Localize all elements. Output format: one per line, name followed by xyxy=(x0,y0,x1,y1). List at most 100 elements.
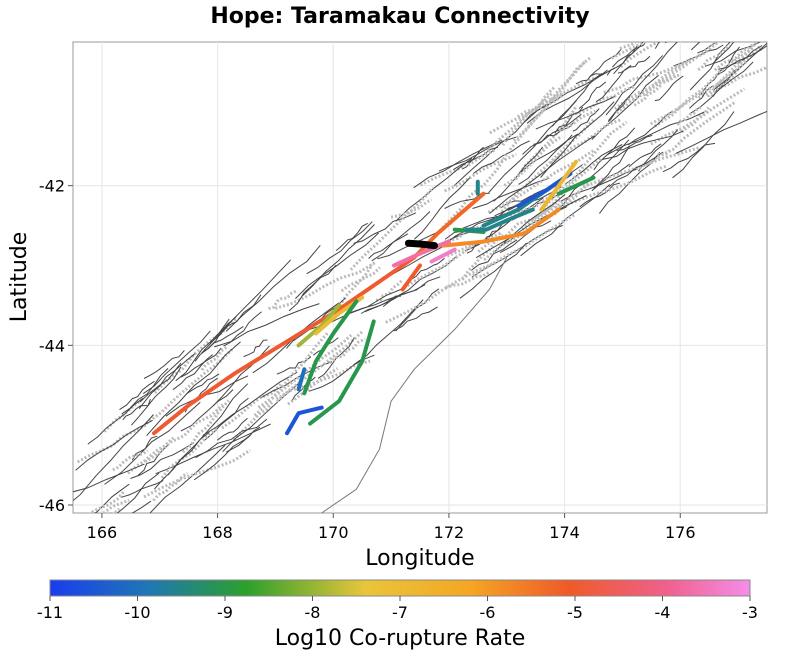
background-fault xyxy=(603,58,691,94)
background-fault xyxy=(664,42,668,44)
background-fault xyxy=(453,103,548,186)
background-fault xyxy=(232,401,274,442)
background-fault xyxy=(540,101,615,178)
background-fault-network xyxy=(52,0,800,541)
x-axis-ticks: 166 168 170 172 174 176 xyxy=(87,513,696,542)
background-fault xyxy=(203,259,292,352)
background-fault xyxy=(121,368,169,415)
background-fault xyxy=(593,145,631,189)
background-fault xyxy=(390,198,433,219)
background-fault xyxy=(119,380,155,411)
background-fault xyxy=(713,42,735,64)
background-fault xyxy=(202,371,298,436)
background-fault xyxy=(186,373,220,395)
background-fault xyxy=(467,92,553,167)
colorbar-label: Log10 Co-rupture Rate xyxy=(275,626,526,651)
connected-fault-7 xyxy=(392,239,451,268)
connected-fault-5 xyxy=(556,175,596,196)
background-fault xyxy=(628,143,662,168)
source-fault-trace xyxy=(404,239,438,250)
background-fault xyxy=(349,186,435,271)
background-fault xyxy=(181,399,230,454)
background-fault xyxy=(274,261,377,310)
background-fault xyxy=(288,264,337,312)
background-fault xyxy=(613,42,644,75)
background-fault xyxy=(175,318,230,382)
background-fault xyxy=(103,400,141,433)
background-fault xyxy=(142,330,211,395)
colorbar-tick-label: -6 xyxy=(480,603,496,622)
background-fault xyxy=(87,397,144,445)
background-fault xyxy=(112,507,121,513)
background-fault xyxy=(444,210,514,240)
background-fault xyxy=(306,221,373,275)
background-fault xyxy=(558,109,596,133)
background-fault xyxy=(611,42,647,68)
background-fault xyxy=(755,0,800,4)
colorbar-tick-label: -11 xyxy=(37,603,63,622)
background-fault xyxy=(88,490,125,513)
background-fault xyxy=(223,311,262,347)
background-fault xyxy=(526,71,606,124)
background-fault xyxy=(654,42,661,49)
background-fault xyxy=(653,46,755,128)
background-fault xyxy=(328,337,366,365)
background-fault xyxy=(483,181,592,262)
background-fault xyxy=(489,135,595,214)
background-fault xyxy=(606,111,705,156)
x-tick-label: 176 xyxy=(665,523,696,542)
background-fault xyxy=(610,42,648,60)
background-fault xyxy=(616,134,653,151)
background-fault xyxy=(516,92,565,118)
background-fault xyxy=(628,74,678,104)
background-fault xyxy=(257,333,353,409)
chart-title: Hope: Taramakau Connectivity xyxy=(210,4,589,29)
background-fault xyxy=(268,289,298,311)
background-fault xyxy=(131,366,182,426)
background-fault xyxy=(200,345,228,371)
colorbar-tick-label: -7 xyxy=(392,603,408,622)
background-fault xyxy=(413,139,503,189)
background-fault xyxy=(139,353,196,403)
background-fault xyxy=(713,42,767,90)
background-fault xyxy=(291,376,316,401)
background-fault xyxy=(554,106,584,134)
background-fault xyxy=(542,120,628,210)
background-fault xyxy=(649,59,749,126)
background-fault xyxy=(461,146,485,170)
coastline xyxy=(321,257,508,513)
background-fault xyxy=(715,0,798,15)
background-fault xyxy=(225,244,321,332)
background-fault xyxy=(52,517,75,541)
background-fault xyxy=(615,42,720,115)
background-fault xyxy=(710,0,766,23)
connected-fault-8 xyxy=(429,247,457,264)
background-fault xyxy=(705,0,761,9)
background-fault xyxy=(680,106,710,134)
background-fault xyxy=(493,194,566,254)
background-fault xyxy=(713,42,759,72)
background-fault xyxy=(371,211,431,262)
background-fault xyxy=(144,403,224,464)
plot-area xyxy=(72,41,768,514)
background-fault xyxy=(475,195,587,259)
y-tick-label: -44 xyxy=(39,336,65,355)
background-fault xyxy=(617,55,651,74)
background-fault xyxy=(710,45,762,98)
background-fault xyxy=(575,69,608,85)
connected-fault-13 xyxy=(308,319,376,426)
background-fault xyxy=(638,42,640,43)
connected-fault-17 xyxy=(464,207,535,232)
background-fault xyxy=(445,270,491,289)
colorbar-tick-label: -10 xyxy=(124,603,150,622)
background-fault xyxy=(360,295,401,314)
background-fault xyxy=(461,233,504,281)
background-fault xyxy=(353,299,424,366)
background-fault xyxy=(368,233,409,259)
background-fault xyxy=(487,148,596,214)
background-fault xyxy=(523,67,615,123)
colorbar xyxy=(49,579,751,597)
background-fault xyxy=(131,500,152,513)
background-fault xyxy=(253,330,330,417)
background-fault xyxy=(180,389,234,432)
